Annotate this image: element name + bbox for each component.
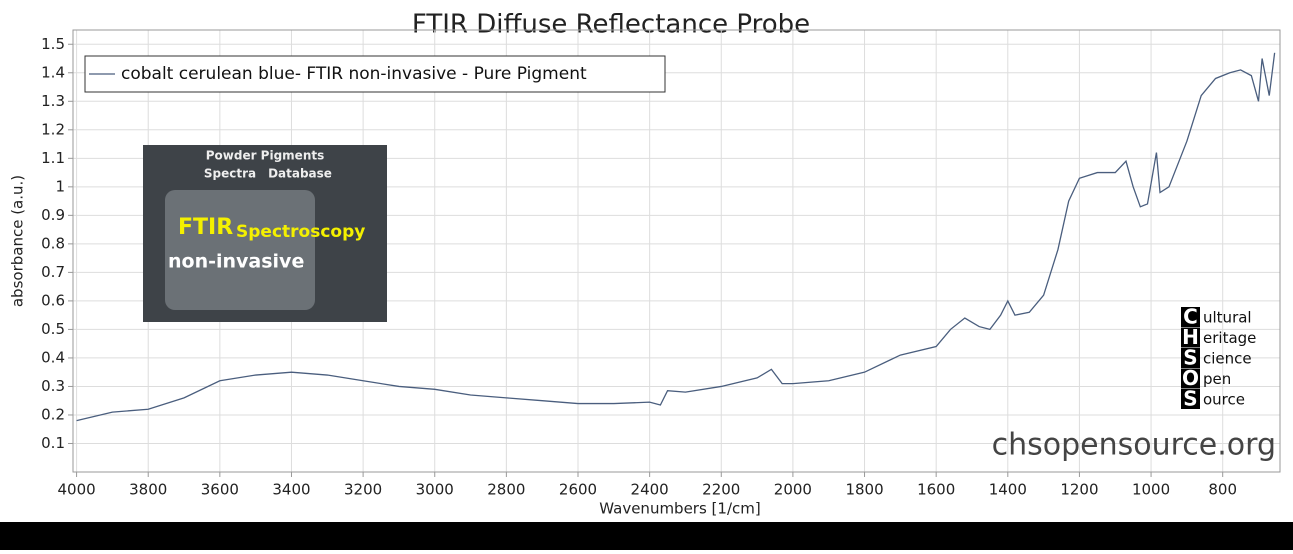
x-tick-label: 800: [1208, 481, 1237, 499]
legend-label: cobalt cerulean blue- FTIR non-invasive …: [121, 64, 587, 84]
x-tick-label: 3200: [344, 481, 382, 499]
x-tick-label: 3400: [272, 481, 310, 499]
x-tick-label: 3000: [416, 481, 454, 499]
inset-device: [165, 190, 315, 310]
inset-text: FTIR: [178, 215, 233, 240]
y-tick-label: 0.2: [41, 405, 65, 423]
y-tick-label: 1.1: [41, 149, 65, 167]
inset-text: Powder Pigments: [206, 149, 325, 163]
logo-word: eritage: [1203, 329, 1256, 347]
x-tick-label: 1400: [989, 481, 1027, 499]
y-axis-label: absorbance (a.u.): [9, 175, 27, 307]
logo-block: [1181, 348, 1200, 368]
logo-block: [1181, 307, 1200, 327]
logo-letter: S: [1183, 387, 1197, 411]
inset-image: Powder Pigments Spectra Database FTIR Sp…: [143, 145, 387, 322]
logo-block: [1181, 389, 1200, 409]
x-tick-label: 4000: [57, 481, 95, 499]
x-tick-label: 2800: [487, 481, 525, 499]
logo-word: ource: [1203, 391, 1245, 409]
x-tick-label: 1800: [845, 481, 883, 499]
logo-block: [1181, 368, 1200, 389]
x-tick-label: 2400: [631, 481, 669, 499]
data-line: [76, 52, 1276, 422]
y-tick-label: 0.5: [41, 320, 65, 338]
bottom-bar: [0, 522, 1293, 550]
logo-word: cience: [1203, 350, 1252, 368]
logo-word: pen: [1203, 370, 1231, 388]
y-tick-label: 0.3: [41, 377, 65, 395]
y-tick-label: 1.3: [41, 92, 65, 110]
y-tick-label: 1.4: [41, 63, 65, 81]
y-tick-label: 0.9: [41, 206, 65, 224]
legend: [84, 55, 666, 93]
inset-text: Database: [268, 167, 332, 181]
x-tick-label: 3600: [201, 481, 239, 499]
y-tick-label: 0.1: [41, 434, 65, 452]
plot: [76, 52, 1276, 422]
logo-letter: C: [1183, 305, 1198, 329]
y-tick-label: 1.2: [41, 120, 65, 138]
y-tick-label: 1.5: [41, 35, 65, 53]
grid: [73, 30, 1280, 472]
x-axis-label: Wavenumbers [1/cm]: [599, 500, 760, 518]
inset-text: Spectroscopy: [236, 222, 365, 242]
logo-word: ultural: [1203, 309, 1252, 327]
x-tick-label: 1600: [917, 481, 955, 499]
logo-letter: H: [1182, 325, 1199, 349]
logo-letter: O: [1182, 366, 1199, 390]
y-tick-label: 0.4: [41, 348, 65, 366]
inset-text: Spectra: [204, 167, 256, 181]
logo-block: [1181, 327, 1200, 348]
y-tick-label: 0.7: [41, 263, 65, 281]
y-tick-label: 0.8: [41, 234, 65, 252]
x-tick-label: 1000: [1132, 481, 1170, 499]
plot-frame: [72, 29, 1281, 473]
logo-letter: S: [1183, 346, 1197, 370]
x-tick-label: 2600: [559, 481, 597, 499]
x-tick-label: 3800: [129, 481, 167, 499]
inset-text: non-invasive: [168, 251, 304, 273]
x-tick-label: 2000: [774, 481, 812, 499]
y-tick-label: 0.6: [41, 291, 65, 309]
chart-title: FTIR Diffuse Reflectance Probe: [412, 10, 810, 40]
x-tick-label: 1200: [1060, 481, 1098, 499]
x-tick-label: 2200: [702, 481, 740, 499]
watermark: chsopensource.org: [992, 428, 1276, 463]
y-tick-label: 1: [55, 177, 65, 195]
